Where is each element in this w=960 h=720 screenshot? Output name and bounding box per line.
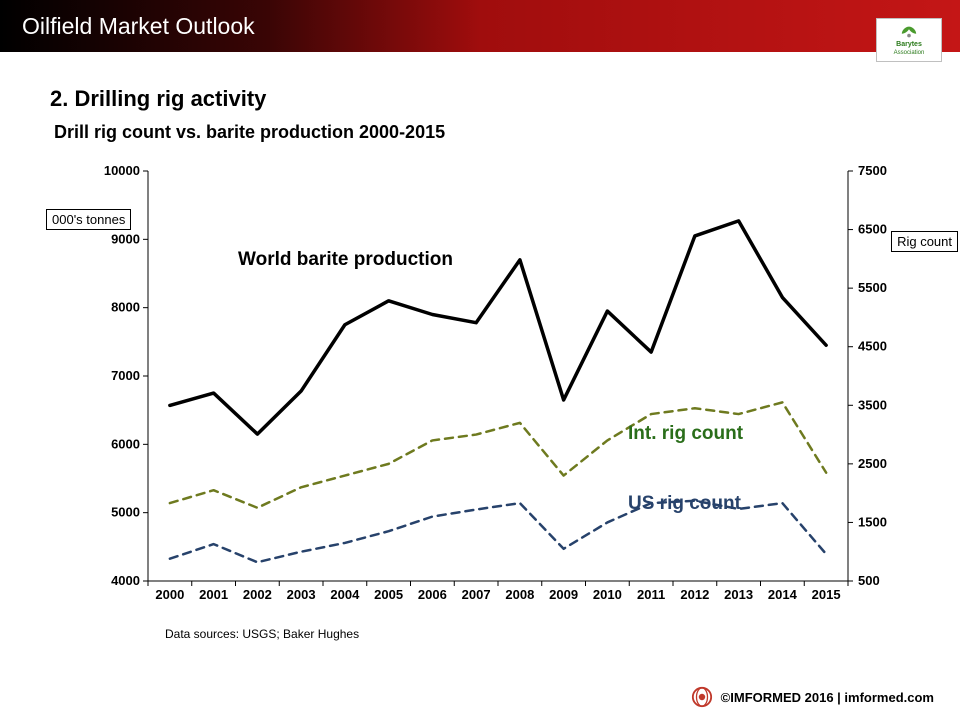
chart-svg: 4000 5000 6000 7000 8000 9000 10000 500 1500 2500… [68, 161, 918, 621]
svg-text:1500: 1500 [858, 514, 887, 529]
svg-text:10000: 10000 [104, 163, 140, 178]
svg-text:7000: 7000 [111, 368, 140, 383]
svg-text:2014: 2014 [768, 587, 798, 602]
svg-text:6000: 6000 [111, 436, 140, 451]
svg-text:5500: 5500 [858, 280, 887, 295]
svg-text:2010: 2010 [593, 587, 622, 602]
svg-text:4500: 4500 [858, 339, 887, 354]
svg-text:2000: 2000 [155, 587, 184, 602]
svg-text:500: 500 [858, 573, 880, 588]
svg-text:2013: 2013 [724, 587, 753, 602]
svg-text:2008: 2008 [505, 587, 534, 602]
svg-text:2009: 2009 [549, 587, 578, 602]
y-left-label-box: 000's tonnes [46, 209, 131, 230]
logo-text-top: Barytes [896, 41, 922, 48]
svg-text:9000: 9000 [111, 231, 140, 246]
svg-text:8000: 8000 [111, 300, 140, 315]
svg-text:2012: 2012 [680, 587, 709, 602]
svg-text:2001: 2001 [199, 587, 228, 602]
svg-text:2005: 2005 [374, 587, 403, 602]
svg-text:2500: 2500 [858, 456, 887, 471]
leaf-icon [900, 25, 918, 39]
chart-container: 000's tonnes Rig count 40005000600070008… [68, 161, 918, 621]
section-heading: 2. Drilling rig activity [50, 86, 910, 112]
footer: ©IMFORMED 2016 | imformed.com [691, 686, 934, 708]
data-sources: Data sources: USGS; Baker Hughes [165, 627, 910, 641]
content-area: 2. Drilling rig activity Drill rig count… [0, 52, 960, 641]
svg-text:5000: 5000 [111, 505, 140, 520]
svg-text:7500: 7500 [858, 163, 887, 178]
header-bar: Oilfield Market Outlook Barytes Associat… [0, 0, 960, 52]
section-subtitle: Drill rig count vs. barite production 20… [54, 122, 910, 143]
logo-text-bottom: Association [894, 50, 925, 56]
svg-text:2015: 2015 [812, 587, 841, 602]
imformed-logo-icon [691, 686, 713, 708]
svg-text:2006: 2006 [418, 587, 447, 602]
svg-text:4000: 4000 [111, 573, 140, 588]
svg-text:3500: 3500 [858, 397, 887, 412]
barytes-logo: Barytes Association [876, 18, 942, 62]
series-label: World barite production [238, 249, 453, 271]
svg-text:2003: 2003 [287, 587, 316, 602]
svg-text:2011: 2011 [637, 587, 665, 602]
header-title: Oilfield Market Outlook [22, 13, 255, 40]
svg-text:2004: 2004 [330, 587, 360, 602]
svg-text:6500: 6500 [858, 222, 887, 237]
series-label: US rig count [628, 493, 741, 515]
series-label: Int. rig count [628, 423, 743, 445]
y-right-label-box: Rig count [891, 231, 958, 252]
footer-copyright: ©IMFORMED 2016 | imformed.com [721, 690, 934, 705]
svg-text:2002: 2002 [243, 587, 272, 602]
svg-text:2007: 2007 [462, 587, 491, 602]
